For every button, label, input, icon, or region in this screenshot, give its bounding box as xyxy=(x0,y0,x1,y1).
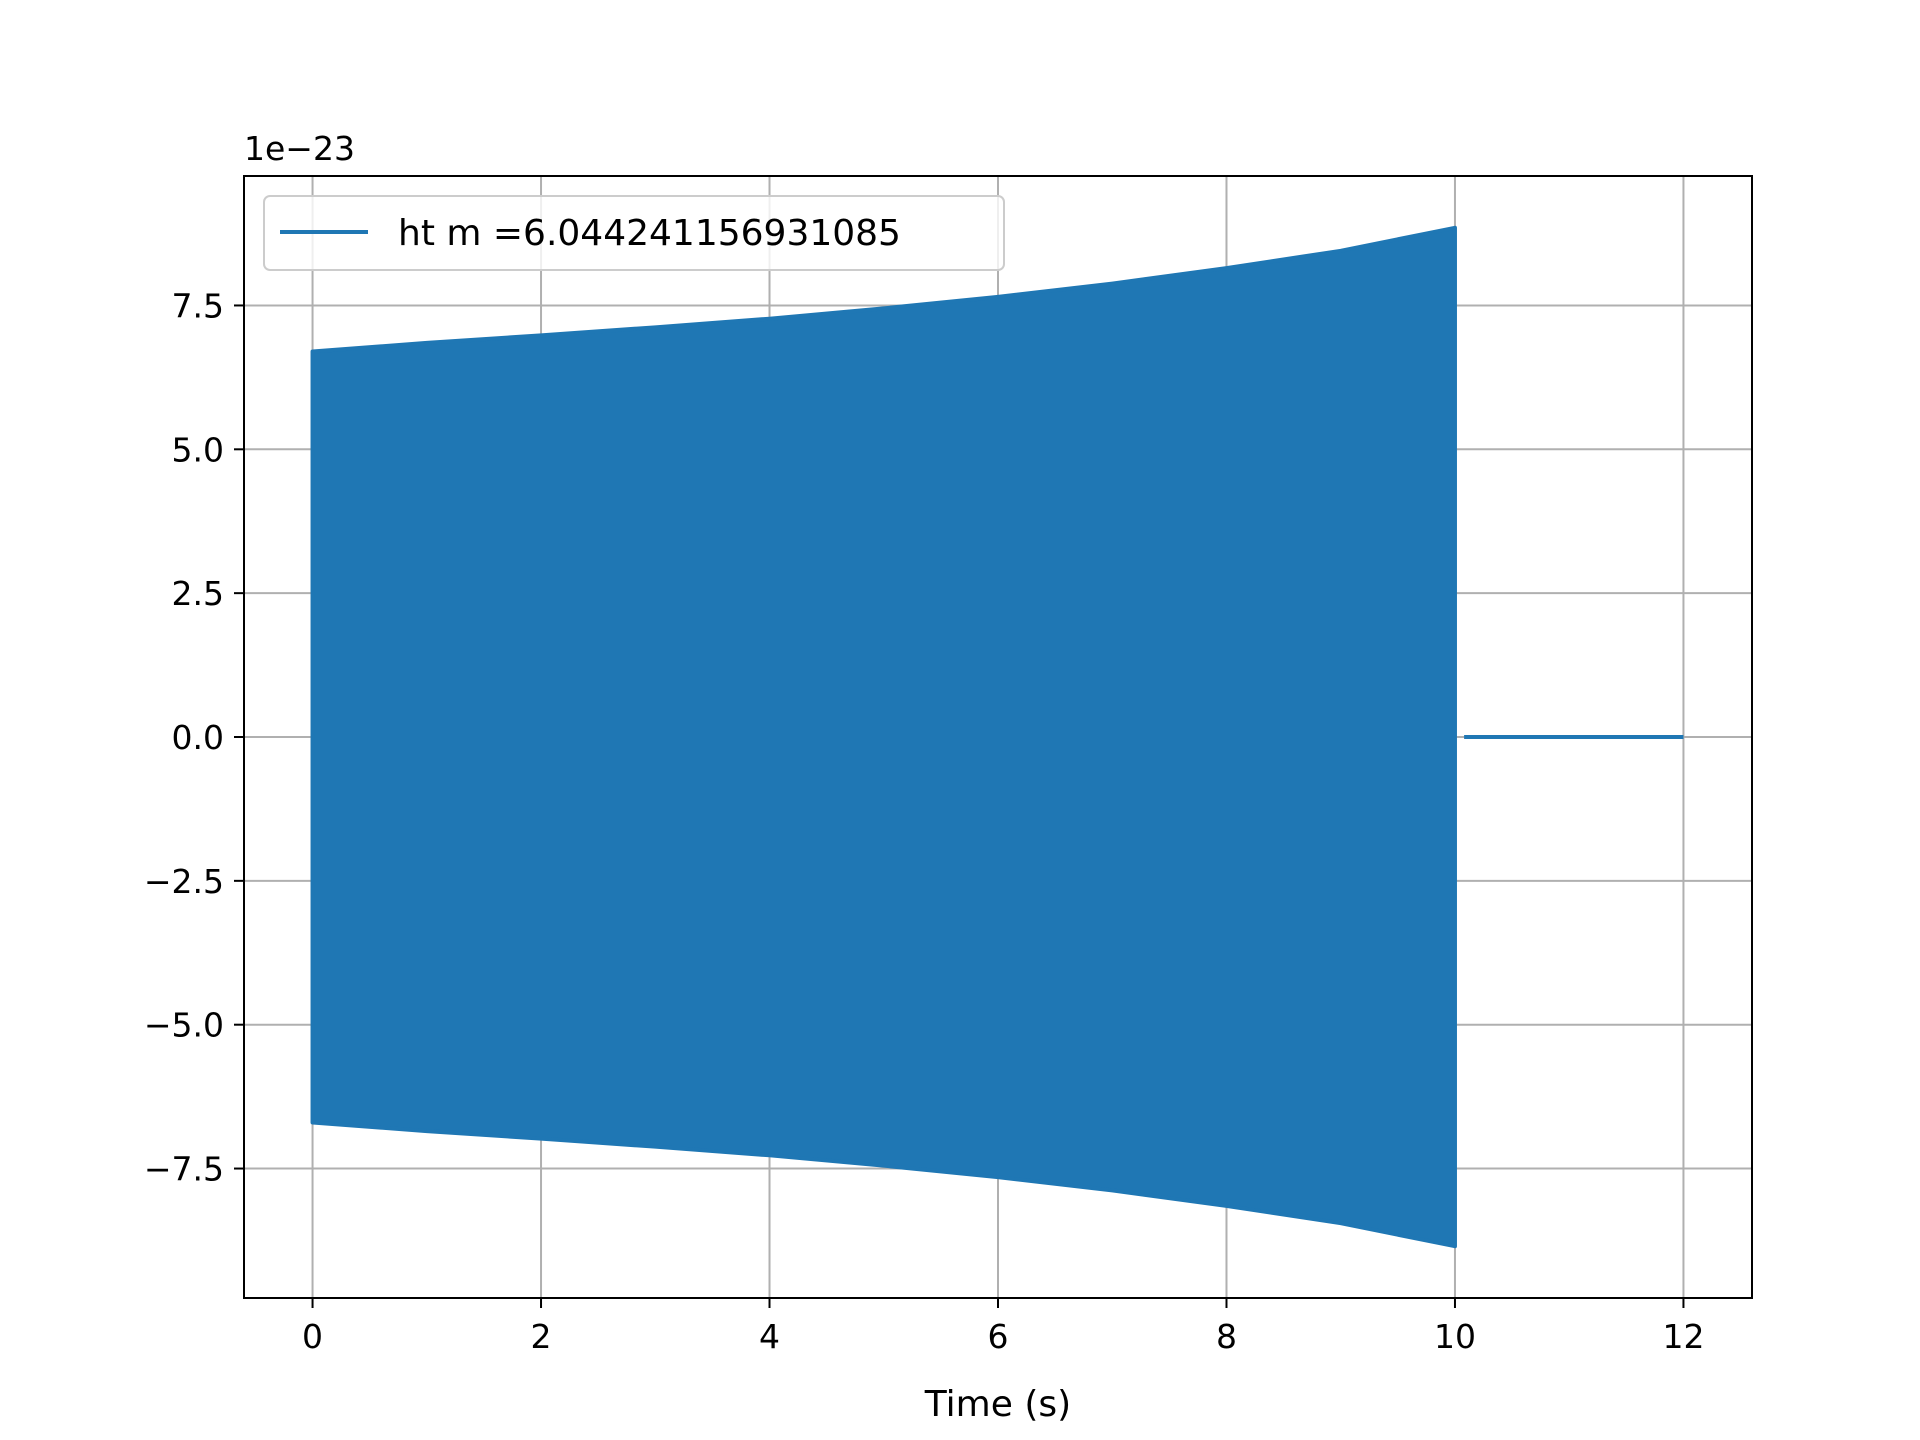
y-tick-label-3: 0.0 xyxy=(172,718,224,757)
x-tick-label-3: 6 xyxy=(988,1317,1009,1356)
x-axis-ticks: 0 2 4 6 8 10 12 xyxy=(302,1298,1704,1356)
x-tick-label-1: 2 xyxy=(531,1317,552,1356)
x-tick-label-4: 8 xyxy=(1216,1317,1237,1356)
x-tick-label-5: 10 xyxy=(1434,1317,1476,1356)
x-tick-label-6: 12 xyxy=(1662,1317,1704,1356)
y-tick-label-1: −5.0 xyxy=(144,1006,224,1045)
y-tick-label-0: −7.5 xyxy=(144,1150,224,1189)
y-axis-offset-text: 1e−23 xyxy=(244,129,355,168)
y-tick-label-6: 7.5 xyxy=(172,286,224,325)
y-tick-label-4: 2.5 xyxy=(172,574,224,613)
series-layer xyxy=(310,225,1684,1249)
y-tick-label-2: −2.5 xyxy=(144,862,224,901)
series-0-waveform xyxy=(310,225,1457,1249)
legend-entry: ht m =6.044241156931085 xyxy=(398,213,901,254)
y-tick-label-5: 5.0 xyxy=(172,430,224,469)
x-tick-label-0: 0 xyxy=(302,1317,323,1356)
legend-box xyxy=(263,195,1005,271)
x-axis-label: Time (s) xyxy=(924,1384,1071,1425)
y-axis-ticks: −7.5 −5.0 −2.5 0.0 2.5 5.0 7.5 xyxy=(144,286,244,1189)
legend: ht m =6.044241156931085 xyxy=(263,195,1005,271)
x-tick-label-2: 4 xyxy=(759,1317,780,1356)
